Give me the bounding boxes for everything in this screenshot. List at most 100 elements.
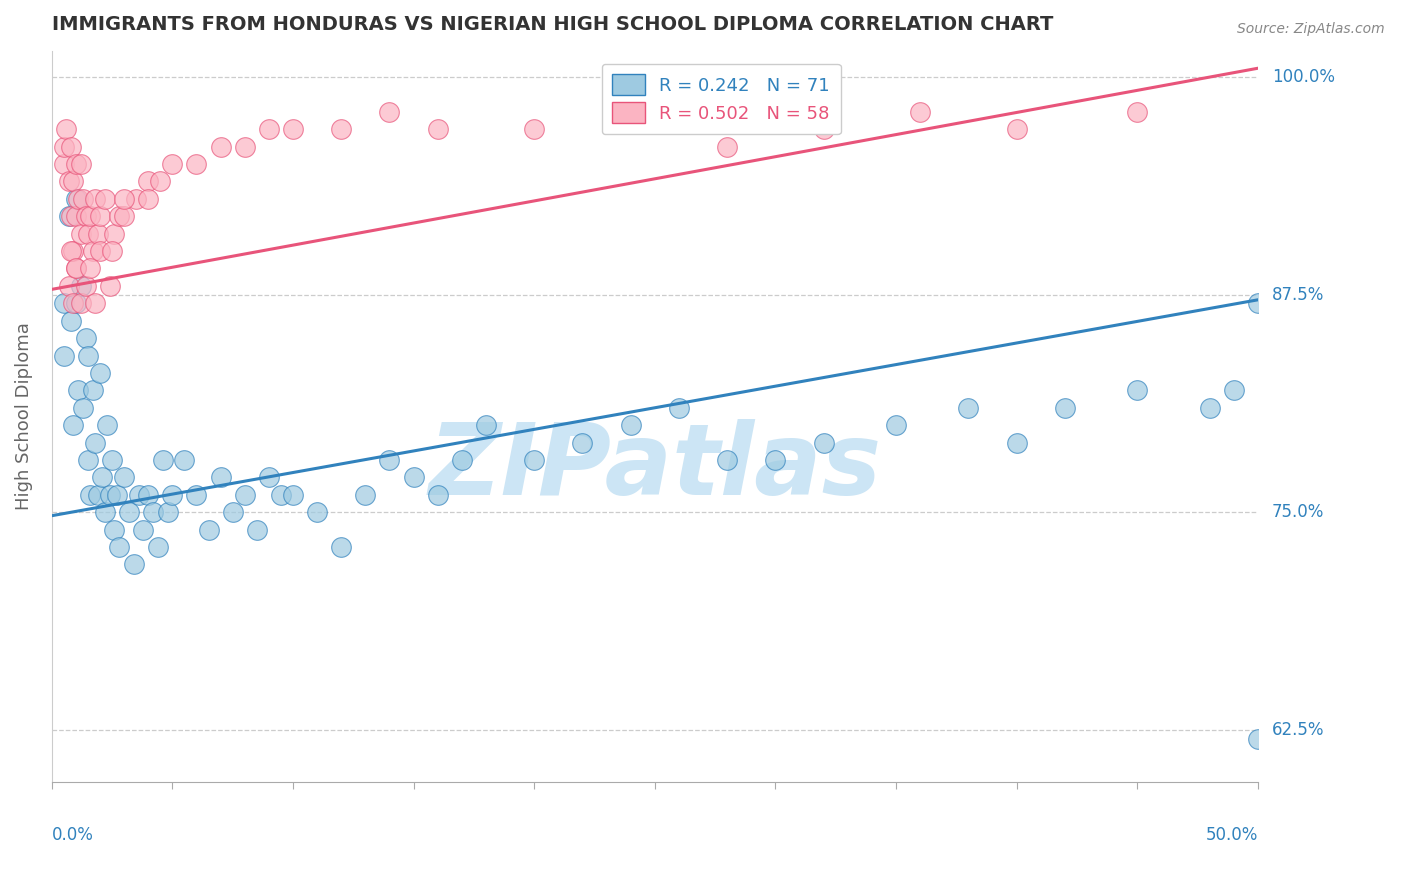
Point xyxy=(65,296,87,310)
Text: 87.5%: 87.5% xyxy=(1272,285,1324,303)
Point xyxy=(270,488,292,502)
Point xyxy=(65,261,87,276)
Point xyxy=(668,401,690,415)
Point xyxy=(378,453,401,467)
Point xyxy=(209,470,232,484)
Point xyxy=(118,505,141,519)
Point xyxy=(94,505,117,519)
Point xyxy=(186,488,208,502)
Point xyxy=(146,540,169,554)
Point xyxy=(69,227,91,241)
Point xyxy=(1053,401,1076,415)
Point xyxy=(112,209,135,223)
Point xyxy=(378,104,401,119)
Point xyxy=(75,279,97,293)
Text: Source: ZipAtlas.com: Source: ZipAtlas.com xyxy=(1237,22,1385,37)
Point xyxy=(128,488,150,502)
Point xyxy=(233,139,256,153)
Legend: R = 0.242   N = 71, R = 0.502   N = 58: R = 0.242 N = 71, R = 0.502 N = 58 xyxy=(602,63,841,134)
Point xyxy=(813,122,835,136)
Point xyxy=(77,453,100,467)
Text: ZIPatlas: ZIPatlas xyxy=(429,419,882,516)
Point xyxy=(1222,384,1244,398)
Point xyxy=(281,488,304,502)
Point xyxy=(62,296,84,310)
Point xyxy=(86,227,108,241)
Point xyxy=(72,401,94,415)
Point xyxy=(122,558,145,572)
Point xyxy=(52,296,75,310)
Point xyxy=(162,488,184,502)
Point xyxy=(82,384,104,398)
Point xyxy=(765,453,787,467)
Point xyxy=(79,261,101,276)
Point xyxy=(156,505,179,519)
Point xyxy=(716,453,738,467)
Point xyxy=(142,505,165,519)
Point xyxy=(77,227,100,241)
Point xyxy=(571,435,593,450)
Point xyxy=(1005,435,1028,450)
Point xyxy=(96,418,118,433)
Point xyxy=(209,139,232,153)
Point xyxy=(62,174,84,188)
Point xyxy=(136,488,159,502)
Point xyxy=(149,174,172,188)
Point xyxy=(89,209,111,223)
Point xyxy=(281,122,304,136)
Point xyxy=(86,488,108,502)
Point xyxy=(79,488,101,502)
Point xyxy=(67,384,90,398)
Point xyxy=(65,157,87,171)
Point xyxy=(257,122,280,136)
Point xyxy=(84,192,107,206)
Point xyxy=(475,418,498,433)
Point xyxy=(82,244,104,258)
Point xyxy=(98,279,121,293)
Point xyxy=(58,209,80,223)
Text: 62.5%: 62.5% xyxy=(1272,721,1324,739)
Point xyxy=(908,104,931,119)
Point xyxy=(426,488,449,502)
Point xyxy=(58,174,80,188)
Point xyxy=(58,279,80,293)
Point xyxy=(65,209,87,223)
Point xyxy=(62,244,84,258)
Point xyxy=(197,523,219,537)
Point xyxy=(307,505,329,519)
Point xyxy=(1126,104,1149,119)
Point xyxy=(173,453,195,467)
Point xyxy=(69,279,91,293)
Point xyxy=(52,139,75,153)
Point xyxy=(132,523,155,537)
Y-axis label: High School Diploma: High School Diploma xyxy=(15,323,32,510)
Point xyxy=(77,349,100,363)
Point xyxy=(884,418,907,433)
Point xyxy=(112,470,135,484)
Point xyxy=(55,122,77,136)
Point xyxy=(79,209,101,223)
Point xyxy=(69,157,91,171)
Point xyxy=(354,488,377,502)
Point xyxy=(136,174,159,188)
Text: IMMIGRANTS FROM HONDURAS VS NIGERIAN HIGH SCHOOL DIPLOMA CORRELATION CHART: IMMIGRANTS FROM HONDURAS VS NIGERIAN HIG… xyxy=(52,15,1053,34)
Point xyxy=(426,122,449,136)
Point xyxy=(1198,401,1220,415)
Point xyxy=(246,523,269,537)
Point xyxy=(523,122,546,136)
Point xyxy=(52,157,75,171)
Point xyxy=(136,192,159,206)
Point xyxy=(523,453,546,467)
Point xyxy=(1247,731,1270,746)
Point xyxy=(67,192,90,206)
Point xyxy=(72,192,94,206)
Point xyxy=(75,331,97,345)
Point xyxy=(112,192,135,206)
Point xyxy=(162,157,184,171)
Point xyxy=(108,540,131,554)
Point xyxy=(716,139,738,153)
Point xyxy=(152,453,174,467)
Point xyxy=(52,349,75,363)
Point xyxy=(60,314,83,328)
Point xyxy=(60,244,83,258)
